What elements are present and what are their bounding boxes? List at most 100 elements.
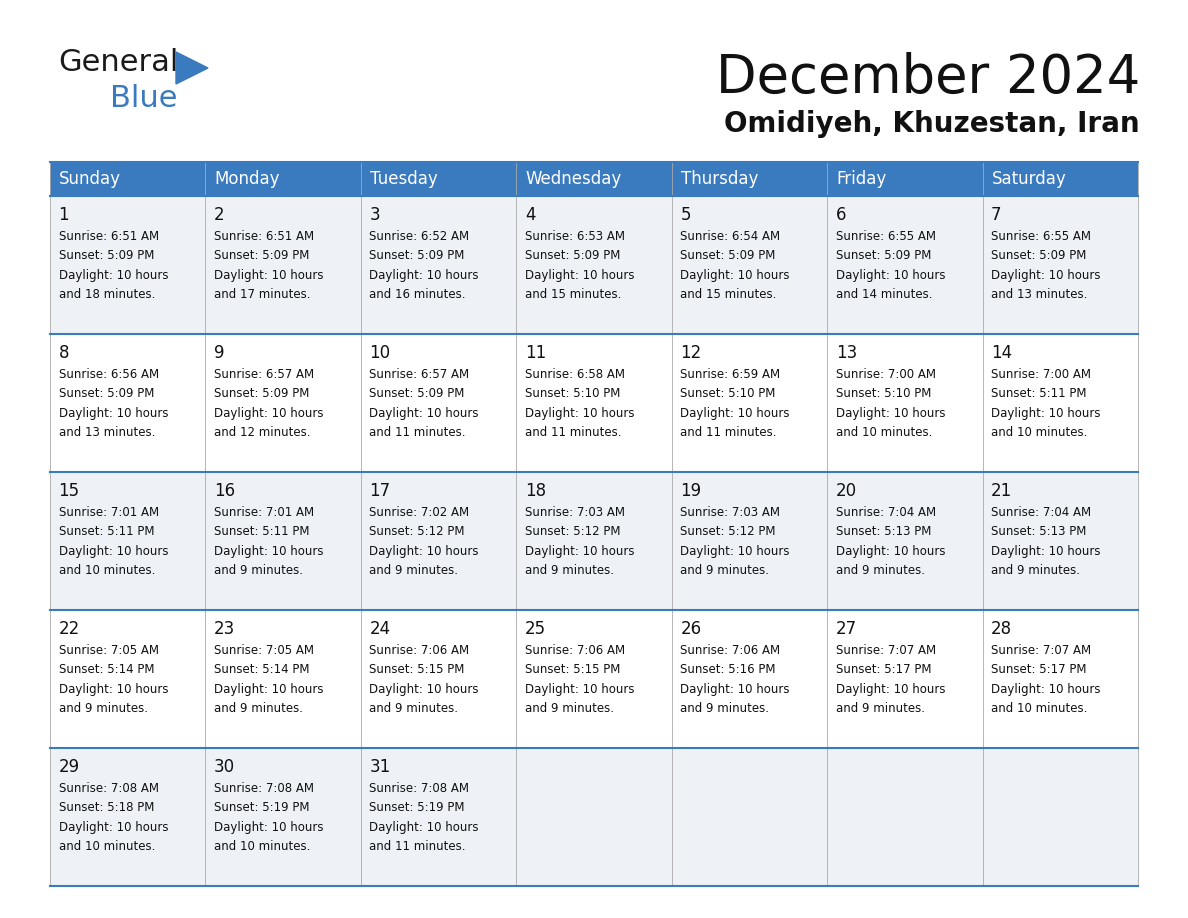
Text: Daylight: 10 hours: Daylight: 10 hours <box>58 821 168 834</box>
Text: Blue: Blue <box>110 84 177 113</box>
Text: Friday: Friday <box>836 170 886 188</box>
Text: Sunrise: 7:06 AM: Sunrise: 7:06 AM <box>525 644 625 657</box>
Text: Sunrise: 7:08 AM: Sunrise: 7:08 AM <box>58 782 158 795</box>
Text: Tuesday: Tuesday <box>371 170 438 188</box>
Text: Sunset: 5:11 PM: Sunset: 5:11 PM <box>58 525 154 539</box>
Text: Daylight: 10 hours: Daylight: 10 hours <box>681 545 790 558</box>
Text: 19: 19 <box>681 482 701 500</box>
Text: Sunset: 5:11 PM: Sunset: 5:11 PM <box>214 525 310 539</box>
Text: and 12 minutes.: and 12 minutes. <box>214 426 310 440</box>
Text: and 9 minutes.: and 9 minutes. <box>525 702 614 715</box>
Bar <box>827 162 982 196</box>
Text: Daylight: 10 hours: Daylight: 10 hours <box>835 683 946 696</box>
Text: Sunrise: 6:55 AM: Sunrise: 6:55 AM <box>991 230 1091 243</box>
Text: Sunrise: 7:06 AM: Sunrise: 7:06 AM <box>369 644 469 657</box>
Text: and 9 minutes.: and 9 minutes. <box>58 702 147 715</box>
Text: Omidiyeh, Khuzestan, Iran: Omidiyeh, Khuzestan, Iran <box>725 110 1140 138</box>
Text: Sunset: 5:12 PM: Sunset: 5:12 PM <box>525 525 620 539</box>
Text: Sunset: 5:10 PM: Sunset: 5:10 PM <box>525 387 620 400</box>
Bar <box>50 748 1138 886</box>
Bar <box>50 334 1138 472</box>
Text: Sunrise: 7:07 AM: Sunrise: 7:07 AM <box>835 644 936 657</box>
Text: Sunset: 5:09 PM: Sunset: 5:09 PM <box>369 387 465 400</box>
Text: 31: 31 <box>369 758 391 776</box>
Text: and 17 minutes.: and 17 minutes. <box>214 288 310 301</box>
Text: Sunrise: 6:55 AM: Sunrise: 6:55 AM <box>835 230 936 243</box>
Text: Sunset: 5:09 PM: Sunset: 5:09 PM <box>835 250 931 263</box>
Text: Sunrise: 7:04 AM: Sunrise: 7:04 AM <box>835 506 936 519</box>
Text: 27: 27 <box>835 620 857 638</box>
Text: and 10 minutes.: and 10 minutes. <box>835 426 933 440</box>
Text: Sunrise: 7:08 AM: Sunrise: 7:08 AM <box>214 782 314 795</box>
Text: 2: 2 <box>214 206 225 224</box>
Text: Sunset: 5:13 PM: Sunset: 5:13 PM <box>835 525 931 539</box>
Text: Monday: Monday <box>215 170 280 188</box>
Text: Sunrise: 6:54 AM: Sunrise: 6:54 AM <box>681 230 781 243</box>
Text: Daylight: 10 hours: Daylight: 10 hours <box>681 269 790 282</box>
Bar <box>50 610 1138 748</box>
Text: 6: 6 <box>835 206 846 224</box>
Bar <box>517 162 671 196</box>
Text: Daylight: 10 hours: Daylight: 10 hours <box>525 683 634 696</box>
Text: Sunset: 5:09 PM: Sunset: 5:09 PM <box>991 250 1087 263</box>
Text: and 11 minutes.: and 11 minutes. <box>369 426 466 440</box>
Text: Sunrise: 6:56 AM: Sunrise: 6:56 AM <box>58 368 159 381</box>
Text: Sunrise: 6:57 AM: Sunrise: 6:57 AM <box>369 368 469 381</box>
Text: 8: 8 <box>58 344 69 362</box>
Bar <box>671 162 827 196</box>
Text: Sunset: 5:19 PM: Sunset: 5:19 PM <box>214 801 310 814</box>
Text: December 2024: December 2024 <box>715 52 1140 104</box>
Text: 7: 7 <box>991 206 1001 224</box>
Text: Sunset: 5:10 PM: Sunset: 5:10 PM <box>835 387 931 400</box>
Text: and 11 minutes.: and 11 minutes. <box>681 426 777 440</box>
Text: Daylight: 10 hours: Daylight: 10 hours <box>835 269 946 282</box>
Text: Sunset: 5:13 PM: Sunset: 5:13 PM <box>991 525 1087 539</box>
Text: Daylight: 10 hours: Daylight: 10 hours <box>369 545 479 558</box>
Text: and 11 minutes.: and 11 minutes. <box>525 426 621 440</box>
Text: Saturday: Saturday <box>992 170 1067 188</box>
Text: Daylight: 10 hours: Daylight: 10 hours <box>525 269 634 282</box>
Text: 13: 13 <box>835 344 857 362</box>
Text: Daylight: 10 hours: Daylight: 10 hours <box>58 407 168 420</box>
Text: 15: 15 <box>58 482 80 500</box>
Text: Daylight: 10 hours: Daylight: 10 hours <box>991 407 1100 420</box>
Text: Daylight: 10 hours: Daylight: 10 hours <box>214 821 323 834</box>
Text: Sunset: 5:09 PM: Sunset: 5:09 PM <box>681 250 776 263</box>
Text: Sunrise: 7:00 AM: Sunrise: 7:00 AM <box>991 368 1091 381</box>
Text: Sunrise: 6:51 AM: Sunrise: 6:51 AM <box>58 230 159 243</box>
Text: Sunday: Sunday <box>59 170 121 188</box>
Text: and 15 minutes.: and 15 minutes. <box>525 288 621 301</box>
Text: 24: 24 <box>369 620 391 638</box>
Text: Daylight: 10 hours: Daylight: 10 hours <box>991 545 1100 558</box>
Text: Daylight: 10 hours: Daylight: 10 hours <box>835 407 946 420</box>
Text: Sunrise: 7:08 AM: Sunrise: 7:08 AM <box>369 782 469 795</box>
Bar <box>50 196 1138 334</box>
Text: Sunset: 5:09 PM: Sunset: 5:09 PM <box>525 250 620 263</box>
Text: 5: 5 <box>681 206 690 224</box>
Text: Sunrise: 7:05 AM: Sunrise: 7:05 AM <box>58 644 158 657</box>
Text: Sunrise: 7:06 AM: Sunrise: 7:06 AM <box>681 644 781 657</box>
Text: Sunset: 5:15 PM: Sunset: 5:15 PM <box>525 664 620 677</box>
Text: 3: 3 <box>369 206 380 224</box>
Text: Sunset: 5:17 PM: Sunset: 5:17 PM <box>991 664 1087 677</box>
Text: and 9 minutes.: and 9 minutes. <box>681 702 770 715</box>
Bar <box>361 162 517 196</box>
Text: Sunset: 5:18 PM: Sunset: 5:18 PM <box>58 801 154 814</box>
Text: Sunset: 5:15 PM: Sunset: 5:15 PM <box>369 664 465 677</box>
Text: Sunset: 5:10 PM: Sunset: 5:10 PM <box>681 387 776 400</box>
Text: and 9 minutes.: and 9 minutes. <box>835 565 924 577</box>
Bar <box>982 162 1138 196</box>
Text: and 13 minutes.: and 13 minutes. <box>58 426 154 440</box>
Text: Thursday: Thursday <box>681 170 758 188</box>
Text: 25: 25 <box>525 620 546 638</box>
Text: Daylight: 10 hours: Daylight: 10 hours <box>58 269 168 282</box>
Text: Sunset: 5:11 PM: Sunset: 5:11 PM <box>991 387 1087 400</box>
Text: Daylight: 10 hours: Daylight: 10 hours <box>214 407 323 420</box>
Text: and 11 minutes.: and 11 minutes. <box>369 840 466 854</box>
Text: and 13 minutes.: and 13 minutes. <box>991 288 1087 301</box>
Text: Sunrise: 7:01 AM: Sunrise: 7:01 AM <box>58 506 159 519</box>
Text: Sunrise: 7:00 AM: Sunrise: 7:00 AM <box>835 368 936 381</box>
Text: 29: 29 <box>58 758 80 776</box>
Text: and 10 minutes.: and 10 minutes. <box>58 565 154 577</box>
Text: Sunset: 5:14 PM: Sunset: 5:14 PM <box>214 664 310 677</box>
